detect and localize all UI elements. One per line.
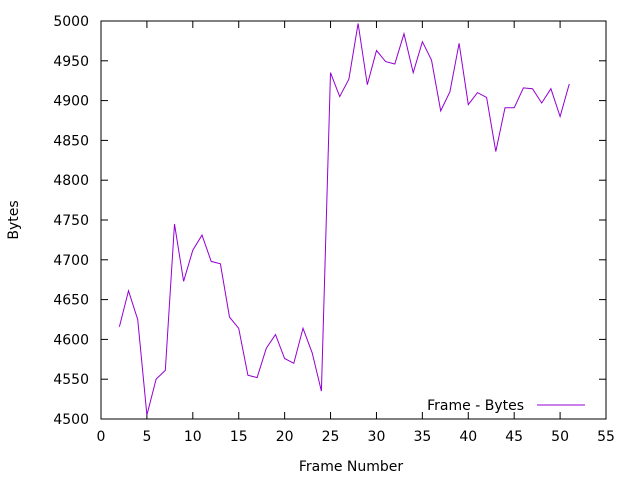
y-tick-label: 4800 (53, 173, 89, 189)
y-tick-label: 4600 (53, 332, 89, 348)
y-tick-label: 4900 (53, 94, 89, 110)
series-layer (118, 23, 570, 416)
y-tick-label: 4500 (53, 412, 89, 428)
series-line (118, 23, 570, 416)
y-tick-label: 4650 (53, 293, 89, 309)
x-axis-title: Frame Number (299, 459, 404, 475)
y-tick-label: 4850 (53, 133, 89, 149)
y-tick-label: 4550 (53, 372, 89, 388)
x-tick-label: 35 (413, 429, 431, 445)
x-tick-label: 30 (368, 429, 386, 445)
plot-frame (100, 20, 607, 420)
x-tick-label: 50 (551, 429, 569, 445)
x-tick-label: 45 (505, 429, 523, 445)
legend: Frame - Bytes (427, 398, 585, 414)
legend-label: Frame - Bytes (427, 398, 524, 414)
y-tick-label: 4950 (53, 54, 89, 70)
x-tick-label: 40 (459, 429, 477, 445)
x-tick-label: 5 (142, 429, 151, 445)
x-tick-label: 10 (184, 429, 202, 445)
x-tick-label: 55 (597, 429, 615, 445)
x-tick-label: 0 (97, 429, 106, 445)
y-axis-title: Bytes (6, 200, 22, 239)
y-tick-label: 5000 (53, 14, 89, 30)
y-tick-label: 4750 (53, 213, 89, 229)
x-tick-label: 25 (322, 429, 340, 445)
x-axis-ticks: 0 5 10 15 20 25 30 35 40 45 50 55 (97, 21, 615, 445)
y-axis-ticks: 4500 4550 4600 4650 4700 4750 4800 4850 4900 4950… (53, 14, 606, 428)
x-tick-label: 20 (276, 429, 294, 445)
x-tick-label: 15 (230, 429, 248, 445)
y-tick-label: 4700 (53, 253, 89, 269)
